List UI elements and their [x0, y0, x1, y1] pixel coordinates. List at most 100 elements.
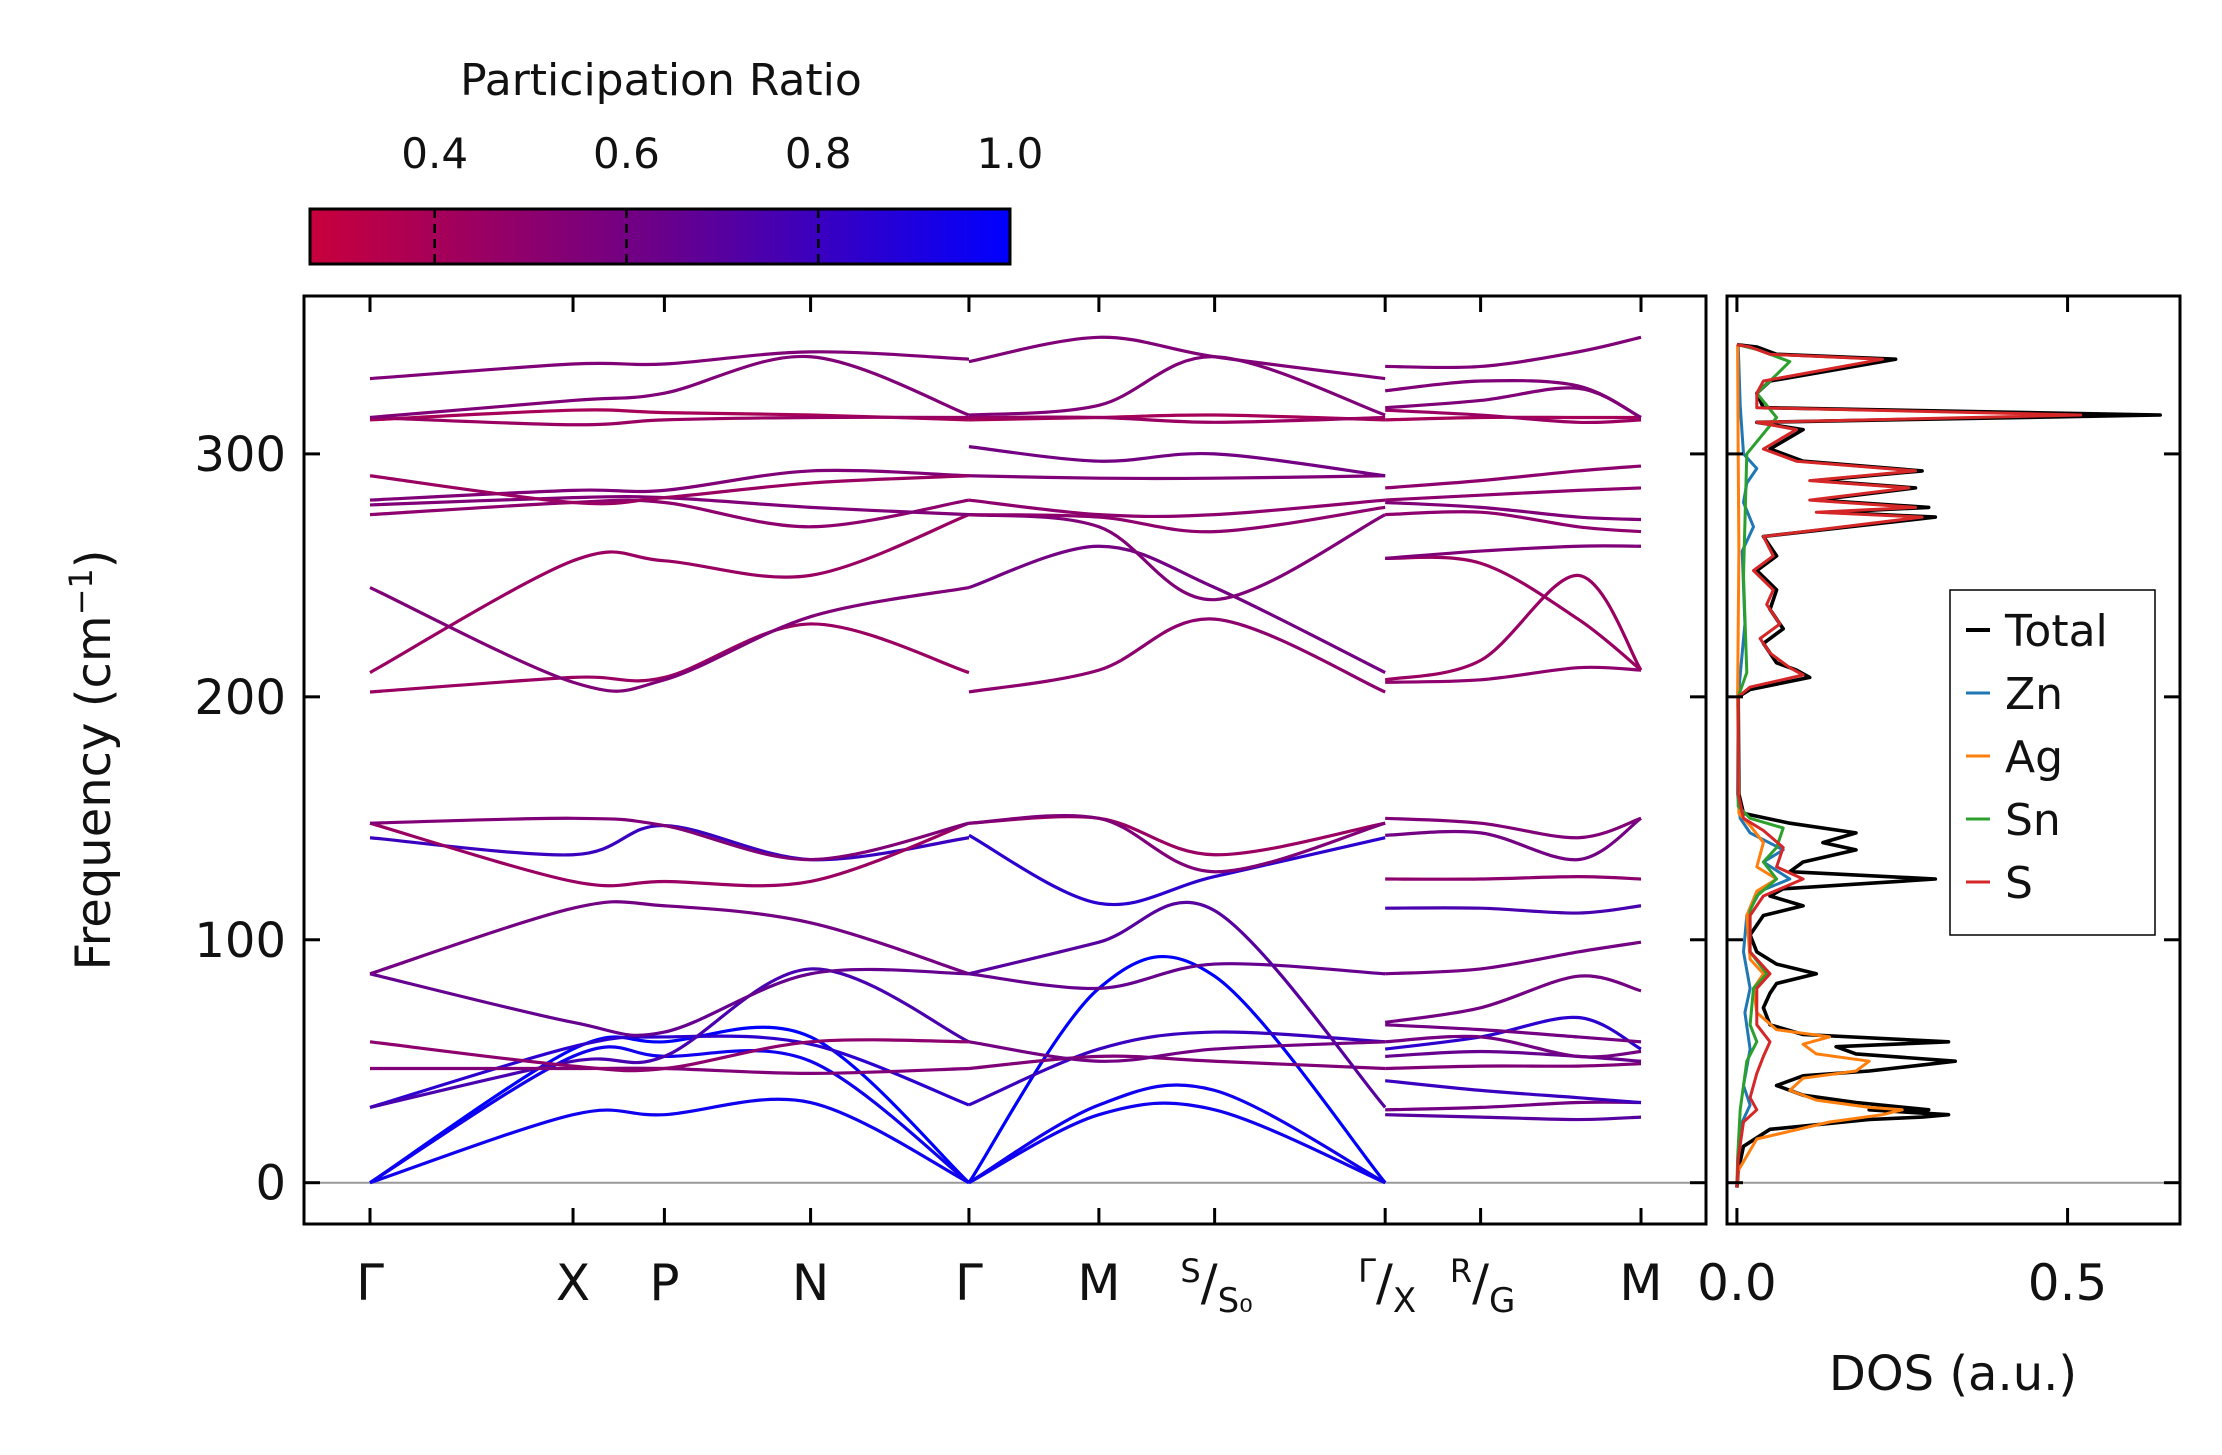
- k-point-label-sup: S: [1180, 1252, 1200, 1290]
- dos-line-s: [1735, 343, 2083, 1188]
- k-point-label-slash: /: [1201, 1254, 1218, 1312]
- k-point-label: Γ/X: [1358, 1252, 1416, 1321]
- band-line: [369, 622, 970, 694]
- band-line: [968, 1030, 1386, 1107]
- band-line: [369, 474, 970, 506]
- legend-label-zn: Zn: [2005, 669, 2063, 720]
- legend-label-ag: Ag: [2005, 732, 2063, 783]
- colorbar-title: Participation Ratio: [460, 55, 862, 106]
- band-line: [968, 445, 1386, 478]
- band-lines: [369, 335, 1643, 1185]
- band-line: [369, 821, 970, 888]
- band-line: [369, 1034, 970, 1109]
- band-line: [1385, 464, 1642, 490]
- dos-x-axis-label: DOS (a.u.): [1829, 1346, 2077, 1402]
- band-line: [968, 498, 1386, 519]
- k-point-label-sup: R: [1450, 1252, 1472, 1290]
- colorbar-tick-label: 0.4: [401, 129, 468, 178]
- band-line: [1385, 1034, 1642, 1059]
- band-line: [968, 1083, 1386, 1185]
- band-axes-frame: [302, 294, 1708, 1226]
- band-line: [369, 513, 970, 674]
- k-point-label: X: [556, 1254, 590, 1312]
- band-line: [968, 962, 1386, 991]
- band-line: [968, 544, 1386, 674]
- colorbar-tick-label: 1.0: [977, 129, 1044, 178]
- band-line: [1385, 1079, 1642, 1105]
- band-line: [1385, 816, 1642, 840]
- k-point-label: S/S₀: [1180, 1252, 1252, 1321]
- band-line: [968, 415, 1386, 424]
- dos-legend: Total Zn Ag Sn S: [1949, 589, 2156, 936]
- band-line: [1385, 486, 1642, 502]
- dos-line-sn: [1735, 343, 1792, 1188]
- band-line: [968, 833, 1386, 907]
- colorbar-ticks: 0.4 0.6 0.8 1.0: [401, 129, 1043, 264]
- band-line: [369, 1025, 971, 1185]
- band-line: [1385, 544, 1642, 560]
- k-point-label: Γ: [356, 1254, 384, 1312]
- band-y-axis-label: Frequency (cm−1): [62, 549, 122, 970]
- band-line: [369, 900, 970, 976]
- band-line: [369, 585, 970, 693]
- band-line: [1385, 816, 1642, 862]
- band-line: [1385, 408, 1642, 425]
- band-line: [369, 354, 970, 420]
- colorbar: Participation Ratio 0.4 0.6 0.8 1.0: [308, 55, 1043, 266]
- band-line: [1385, 1113, 1642, 1122]
- band-line: [1385, 904, 1642, 915]
- band-y-ticks: 0 100 200 300: [194, 427, 1706, 1212]
- band-line: [369, 415, 969, 427]
- band-line: [1385, 875, 1642, 881]
- band-y-tick-label: 0: [255, 1156, 286, 1212]
- band-line: [968, 1101, 1386, 1185]
- band-line: [1385, 555, 1643, 672]
- band-line: [968, 474, 1386, 481]
- band-line: [369, 967, 970, 1109]
- dos-line-ag: [1735, 344, 1904, 1188]
- band-line: [1385, 1023, 1642, 1044]
- band-line: [1385, 500, 1642, 522]
- k-point-label: M: [1077, 1254, 1120, 1312]
- band-line: [369, 823, 970, 862]
- k-point-label: P: [649, 1254, 679, 1312]
- legend-label-sn: Sn: [2005, 795, 2061, 846]
- band-line: [1385, 510, 1642, 534]
- band-line: [968, 900, 1387, 1109]
- band-line: [968, 813, 1386, 874]
- band-line: [968, 513, 1386, 602]
- band-line: [1385, 1100, 1642, 1112]
- band-line: [369, 816, 970, 862]
- band-line: [1384, 573, 1643, 682]
- k-point-label: Γ: [955, 1254, 983, 1312]
- dos-axes-frame: [1725, 294, 2182, 1226]
- dos-lines: [1735, 342, 2162, 1188]
- band-line: [369, 468, 970, 502]
- legend-frame: [1949, 589, 2156, 936]
- band-line: [968, 1054, 1386, 1071]
- band-line: [967, 954, 1387, 1184]
- band-line: [968, 413, 1386, 422]
- k-point-label-sub: G: [1489, 1281, 1515, 1321]
- legend-label-total: Total: [2004, 606, 2108, 657]
- k-point-label: R/G: [1450, 1252, 1515, 1321]
- band-line: [369, 1038, 969, 1073]
- band-line: [1385, 665, 1642, 684]
- colorbar-tick-label: 0.6: [593, 129, 660, 178]
- dos-y-ticks: [1727, 452, 2180, 1185]
- band-line: [369, 494, 970, 517]
- k-point-label-slash: /: [1472, 1254, 1489, 1312]
- band-line: [1384, 1015, 1642, 1051]
- band-line: [1385, 378, 1642, 419]
- k-point-label: M: [1619, 1254, 1662, 1312]
- band-line: [369, 1097, 970, 1185]
- k-point-label-sub: S₀: [1218, 1281, 1253, 1321]
- band-k-point-ticks: Γ X P N Γ M S/S₀Γ/XR/G M: [356, 296, 1663, 1321]
- dos-x-ticks: 0.0 0.5: [1697, 296, 2107, 1312]
- band-line: [968, 617, 1386, 694]
- colorbar-tick-label: 0.8: [785, 129, 852, 178]
- band-line: [1385, 1062, 1642, 1071]
- band-line: [1385, 335, 1642, 370]
- dos-x-tick-label: 0.0: [1697, 1254, 1777, 1312]
